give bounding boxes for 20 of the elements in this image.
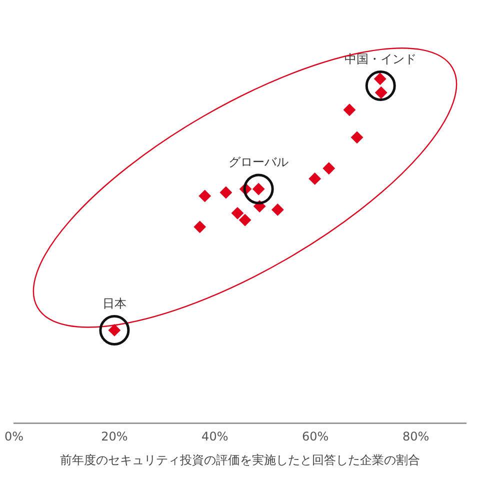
- point: [343, 104, 356, 116]
- point: [308, 172, 321, 185]
- x-tick-label: 80%: [402, 430, 430, 444]
- point: [322, 162, 335, 174]
- point: [220, 186, 232, 198]
- point: [351, 131, 364, 144]
- point: [239, 214, 252, 226]
- x-tick-label: 40%: [202, 430, 228, 444]
- annotation: グローバル: [228, 155, 289, 170]
- x-axis-title: 前年度のセキュリティ投資の評価を実施したと回答した企業の割合: [60, 452, 420, 467]
- point: [272, 204, 284, 216]
- point: [198, 190, 211, 202]
- point: [374, 72, 386, 85]
- x-tick-label: 60%: [302, 430, 329, 444]
- point: [375, 86, 388, 99]
- point: [194, 220, 206, 233]
- x-tick-label: 0%: [4, 430, 24, 444]
- x-tick-label: 20%: [101, 430, 128, 444]
- point: [231, 207, 244, 220]
- annotation: 日本: [102, 296, 126, 310]
